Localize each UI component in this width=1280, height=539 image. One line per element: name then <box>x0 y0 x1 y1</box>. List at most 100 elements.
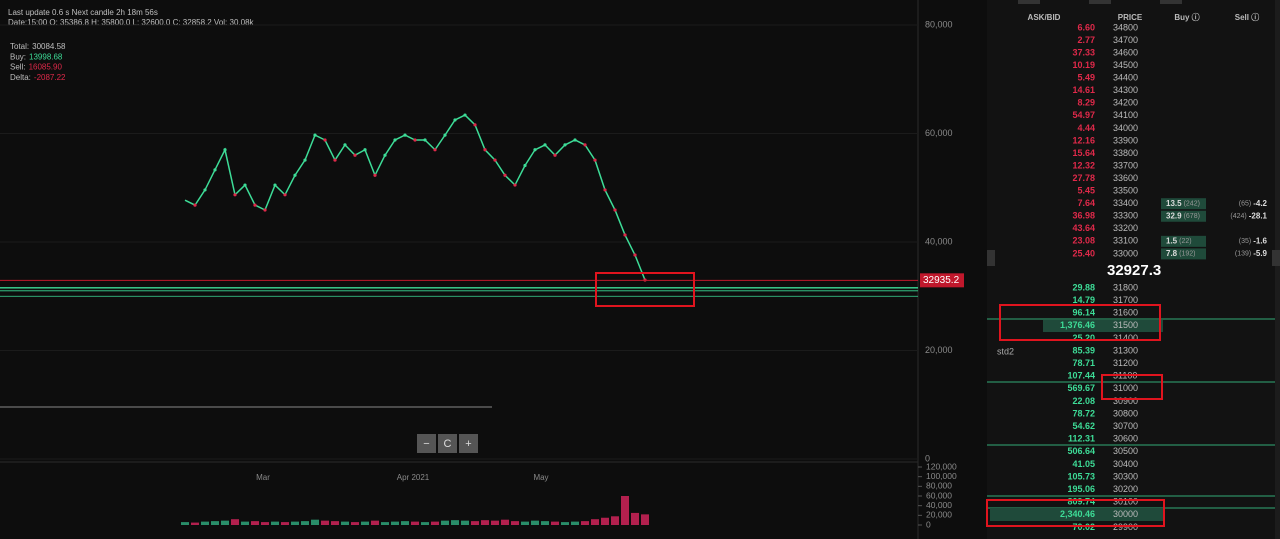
y-tick-label: 60,000 <box>925 128 953 138</box>
expand-handle[interactable] <box>1272 250 1280 266</box>
buy-count: (678) <box>1184 213 1200 220</box>
volume-bar <box>501 519 509 525</box>
ask-qty: 37.33 <box>1072 47 1095 57</box>
bid-qty: 1,376.46 <box>1060 320 1095 330</box>
x-tick-label: Mar <box>256 473 270 482</box>
volume-bar <box>391 521 399 525</box>
x-tick-label: May <box>533 473 548 482</box>
column-header: Sell ⓘ <box>1235 12 1259 22</box>
volume-bar <box>511 521 519 525</box>
volume-bar <box>221 520 229 525</box>
tab <box>1018 0 1040 4</box>
bid-qty: 105.73 <box>1067 471 1095 481</box>
buy-bar <box>1161 210 1206 222</box>
volume-bar <box>181 522 189 525</box>
price-point <box>293 173 297 177</box>
header-line: Last update 0.6 s Next candle 2h 18m 56s <box>8 8 158 17</box>
price: 30400 <box>1113 459 1138 469</box>
price-point <box>283 193 287 197</box>
volume-bar <box>321 520 329 525</box>
y-tick-label: 100,000 <box>926 471 957 481</box>
volume-bar <box>241 521 249 525</box>
buy-bar <box>1161 248 1206 260</box>
volume-bar <box>371 520 379 525</box>
ask-qty: 10.19 <box>1072 60 1095 70</box>
volume-bar <box>441 520 449 525</box>
price-point <box>313 133 317 137</box>
price-point <box>443 133 447 137</box>
volume-bar <box>351 522 359 525</box>
sell-value: -28.1 <box>1249 211 1268 220</box>
bid-qty: 78.72 <box>1072 408 1095 418</box>
price: 33800 <box>1113 148 1138 158</box>
price: 30300 <box>1113 471 1138 481</box>
collapse-handle[interactable] <box>987 250 995 266</box>
ask-qty: 4.44 <box>1077 123 1095 133</box>
bid-qty: 112.31 <box>1068 434 1095 444</box>
sell-count: (424) <box>1230 213 1246 220</box>
buy-value: 32.9 <box>1166 211 1182 220</box>
ask-qty: 15.64 <box>1072 148 1095 158</box>
volume-bar <box>451 520 459 525</box>
volume-bar <box>311 519 319 525</box>
volume-bar <box>191 522 199 525</box>
price: 30200 <box>1113 484 1138 494</box>
price-point <box>263 208 267 212</box>
price: 34800 <box>1113 22 1138 32</box>
volume-bar <box>611 516 619 525</box>
price-point <box>303 158 307 162</box>
ask-qty: 2.77 <box>1077 35 1095 45</box>
zoom-button[interactable] <box>438 434 457 453</box>
price-point <box>493 158 497 162</box>
buy-bar <box>1161 198 1206 210</box>
price: 30700 <box>1113 421 1138 431</box>
zoom-button-label: + <box>465 438 471 450</box>
price: 33400 <box>1113 198 1138 208</box>
zoom-button[interactable] <box>417 434 436 453</box>
volume-bar <box>571 521 579 525</box>
column-header: ASK/BID <box>1028 13 1061 22</box>
bid-qty: 85.39 <box>1072 345 1095 355</box>
ask-qty: 43.64 <box>1072 223 1095 233</box>
price-point <box>333 158 337 162</box>
price-point <box>513 183 517 187</box>
ask-qty: 14.61 <box>1072 85 1095 95</box>
volume-bar <box>531 520 539 525</box>
volume-bar <box>271 521 279 525</box>
ask-qty: 7.64 <box>1077 198 1095 208</box>
tab <box>1160 0 1182 4</box>
price: 34400 <box>1113 73 1138 83</box>
buy-value: 1.5 <box>1166 236 1178 245</box>
price-point <box>593 158 597 162</box>
highlight-box <box>986 499 1165 527</box>
sell-count: (65) <box>1239 201 1251 208</box>
price: 30800 <box>1113 408 1138 418</box>
price-point <box>253 203 257 207</box>
buy-count: (192) <box>1179 251 1195 258</box>
price: 30900 <box>1113 396 1138 406</box>
volume-bar <box>421 522 429 525</box>
price-point <box>403 133 407 137</box>
price: 31600 <box>1113 308 1138 318</box>
price: 30000 <box>1113 509 1138 519</box>
volume-bar <box>211 521 219 525</box>
price-point <box>563 143 567 147</box>
y-tick-label: 0 <box>925 453 930 463</box>
price-point <box>623 233 627 237</box>
price-point <box>553 153 557 157</box>
sell-count: (139) <box>1235 251 1251 258</box>
price: 30100 <box>1113 497 1138 507</box>
stat-value: 13998.68 <box>29 52 63 61</box>
header-line: Date:15:00 O: 35386.8 H: 35800.0 L: 3260… <box>8 18 255 27</box>
price-point <box>413 138 417 142</box>
zoom-button[interactable] <box>459 434 478 453</box>
std-label: std2 <box>997 346 1014 356</box>
sell-value: -5.9 <box>1253 249 1267 258</box>
price: 33500 <box>1113 186 1138 196</box>
volume-bar <box>261 522 269 525</box>
price-point <box>633 253 637 257</box>
column-header: PRICE <box>1118 13 1143 22</box>
ask-qty: 36.98 <box>1072 211 1095 221</box>
volume-bar <box>491 520 499 525</box>
